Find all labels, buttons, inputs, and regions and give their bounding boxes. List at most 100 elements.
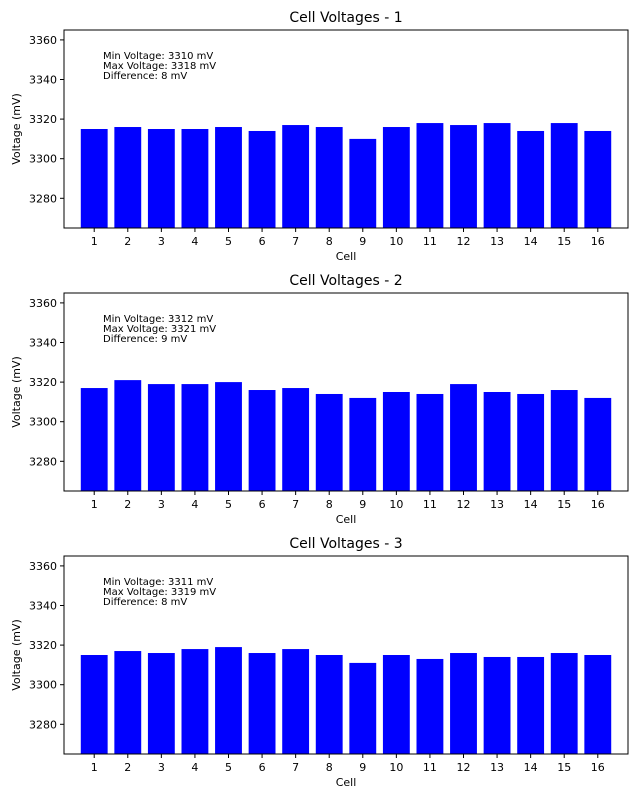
x-tick-label: 7: [292, 761, 299, 774]
x-tick-label: 7: [292, 235, 299, 248]
bar: [416, 658, 444, 754]
y-tick-label: 3300: [29, 153, 57, 166]
bar: [282, 649, 310, 754]
x-tick-label: 12: [457, 761, 471, 774]
bar: [416, 393, 444, 491]
x-tick-label: 2: [124, 235, 131, 248]
bar: [114, 651, 142, 754]
x-tick-label: 13: [490, 235, 504, 248]
y-tick-label: 3300: [29, 416, 57, 429]
y-tick-label: 3280: [29, 192, 57, 205]
y-axis-label: Voltage (mV): [10, 356, 23, 428]
bar: [517, 130, 545, 228]
bar: [80, 388, 108, 491]
x-tick-label: 6: [259, 498, 266, 511]
bar: [215, 382, 242, 491]
x-tick-label: 7: [292, 498, 299, 511]
y-tick-label: 3280: [29, 455, 57, 468]
bar: [147, 384, 175, 491]
x-tick-label: 12: [457, 235, 471, 248]
bar: [80, 129, 108, 228]
chart-title: Cell Voltages - 1: [289, 10, 402, 26]
x-tick-label: 4: [191, 235, 198, 248]
x-tick-label: 9: [359, 761, 366, 774]
y-tick-label: 3320: [29, 376, 57, 389]
y-axis-label: Voltage (mV): [10, 93, 23, 165]
y-tick-label: 3280: [29, 718, 57, 731]
bar: [550, 653, 578, 754]
x-tick-label: 6: [259, 235, 266, 248]
x-tick-label: 3: [158, 235, 165, 248]
x-tick-label: 13: [490, 761, 504, 774]
x-tick-label: 12: [457, 498, 471, 511]
x-tick-label: 4: [191, 761, 198, 774]
stats-annotation: Min Voltage: 3312 mV: [103, 314, 213, 325]
bar: [215, 647, 242, 754]
bar: [517, 656, 545, 754]
x-tick-label: 10: [389, 498, 403, 511]
x-tick-label: 6: [259, 761, 266, 774]
bar: [349, 138, 377, 228]
x-tick-label: 9: [359, 235, 366, 248]
y-axis-label: Voltage (mV): [10, 619, 23, 691]
chart-title: Cell Voltages - 2: [289, 273, 402, 289]
chart-title: Cell Voltages - 3: [289, 536, 402, 552]
x-tick-label: 3: [158, 761, 165, 774]
axes-frame: [63, 29, 629, 229]
y-tick-label: 3340: [29, 74, 57, 87]
x-tick-label: 4: [191, 498, 198, 511]
x-tick-label: 13: [490, 498, 504, 511]
bar: [80, 655, 108, 754]
bar: [349, 397, 377, 491]
bar: [382, 392, 410, 491]
bar: [450, 653, 477, 754]
x-tick-label: 1: [91, 498, 98, 511]
y-tick-label: 3340: [29, 337, 57, 350]
bar: [483, 392, 511, 491]
x-tick-label: 15: [557, 498, 571, 511]
bar: [315, 127, 343, 228]
bar: [181, 384, 209, 491]
x-tick-label: 11: [423, 498, 437, 511]
x-tick-label: 11: [423, 235, 437, 248]
x-axis-label: Cell: [336, 513, 357, 526]
x-tick-label: 2: [124, 498, 131, 511]
x-tick-label: 15: [557, 235, 571, 248]
stats-annotation: Difference: 8 mV: [103, 71, 187, 82]
x-tick-label: 16: [591, 761, 605, 774]
bar: [584, 655, 612, 754]
bar: [114, 380, 142, 491]
x-tick-label: 14: [524, 498, 538, 511]
bar: [248, 653, 276, 754]
bar: [450, 125, 477, 228]
x-tick-label: 16: [591, 498, 605, 511]
bar: [382, 655, 410, 754]
axes-frame: [63, 292, 629, 492]
bar: [147, 129, 175, 228]
x-tick-label: 5: [225, 498, 232, 511]
bar: [584, 397, 612, 491]
bar: [349, 662, 377, 754]
x-tick-label: 10: [389, 235, 403, 248]
bar: [181, 129, 209, 228]
x-tick-label: 2: [124, 761, 131, 774]
x-tick-label: 3: [158, 498, 165, 511]
x-tick-label: 9: [359, 498, 366, 511]
y-tick-label: 3300: [29, 679, 57, 692]
bar: [517, 393, 545, 491]
y-tick-label: 3360: [29, 297, 57, 310]
x-tick-label: 14: [524, 235, 538, 248]
bar: [248, 390, 276, 491]
x-tick-label: 16: [591, 235, 605, 248]
x-axis-label: Cell: [336, 250, 357, 263]
x-tick-label: 14: [524, 761, 538, 774]
bar: [181, 649, 209, 754]
stats-annotation: Difference: 8 mV: [103, 597, 187, 608]
bar: [215, 127, 242, 228]
bar: [315, 393, 343, 491]
y-tick-label: 3360: [29, 560, 57, 573]
bar: [416, 123, 444, 228]
